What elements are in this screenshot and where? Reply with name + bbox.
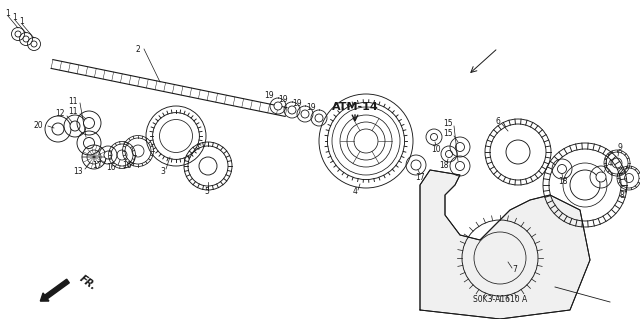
Text: S0K3-A1610 A: S0K3-A1610 A	[473, 294, 527, 303]
Circle shape	[557, 165, 566, 174]
Text: 15: 15	[443, 120, 453, 129]
Circle shape	[431, 133, 438, 140]
Circle shape	[83, 137, 95, 149]
Circle shape	[315, 114, 323, 122]
Text: 19: 19	[278, 94, 288, 103]
Text: 11: 11	[68, 97, 77, 106]
Text: ATM-14: ATM-14	[332, 102, 378, 112]
Circle shape	[23, 36, 29, 42]
Text: 11: 11	[68, 108, 77, 116]
Circle shape	[456, 161, 465, 170]
FancyArrow shape	[40, 279, 69, 301]
Text: 7: 7	[513, 265, 517, 275]
Text: 18: 18	[439, 160, 449, 169]
Text: 13: 13	[73, 167, 83, 175]
Text: 15: 15	[443, 130, 453, 138]
Text: 4: 4	[353, 188, 357, 197]
Text: 2: 2	[136, 44, 140, 54]
Text: 19: 19	[306, 102, 316, 112]
Text: 17: 17	[92, 161, 102, 170]
Text: 8: 8	[620, 190, 625, 199]
Circle shape	[411, 160, 421, 170]
Text: 19: 19	[264, 91, 274, 100]
Text: 17: 17	[415, 173, 425, 182]
Text: 12: 12	[55, 109, 65, 118]
Text: 1: 1	[6, 10, 10, 19]
Circle shape	[52, 123, 64, 135]
Text: 1: 1	[13, 13, 17, 23]
Circle shape	[301, 110, 309, 118]
Text: 14: 14	[603, 159, 613, 167]
Text: 16: 16	[122, 161, 132, 170]
Circle shape	[596, 172, 606, 182]
Text: 9: 9	[618, 143, 623, 152]
Polygon shape	[420, 170, 590, 319]
Text: 18: 18	[558, 177, 568, 187]
Text: FR.: FR.	[78, 274, 99, 292]
Circle shape	[70, 121, 80, 131]
Text: 10: 10	[431, 145, 441, 153]
Circle shape	[456, 143, 465, 152]
Circle shape	[31, 41, 37, 47]
Text: 19: 19	[292, 99, 302, 108]
Text: 1: 1	[20, 18, 24, 26]
Circle shape	[445, 151, 452, 158]
Text: 5: 5	[205, 187, 209, 196]
Circle shape	[288, 106, 296, 114]
Circle shape	[104, 151, 112, 159]
Text: 3: 3	[161, 167, 165, 175]
Circle shape	[15, 31, 21, 37]
Text: 16: 16	[106, 162, 116, 172]
Text: 6: 6	[495, 117, 500, 127]
Circle shape	[83, 117, 95, 129]
Circle shape	[274, 102, 282, 110]
Text: 20: 20	[33, 122, 43, 130]
